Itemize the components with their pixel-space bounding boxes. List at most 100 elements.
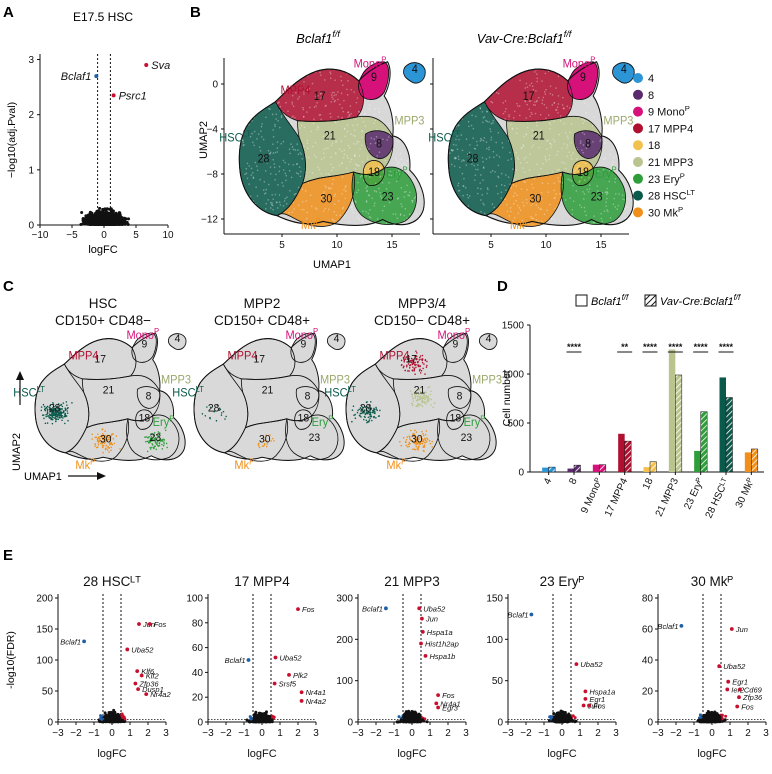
cell-dot xyxy=(548,154,551,157)
cell-dot xyxy=(350,112,352,115)
cell-dot xyxy=(481,139,483,141)
cell-dot xyxy=(396,217,399,220)
cell-dot xyxy=(325,104,327,107)
cell-dot xyxy=(479,137,482,140)
cell-dot xyxy=(421,354,424,357)
cell-dot xyxy=(634,225,637,228)
cell-dot xyxy=(320,173,323,175)
cell-dot xyxy=(426,437,428,440)
cluster-label: MPP4 xyxy=(69,350,100,362)
cell-dot xyxy=(625,59,627,62)
cell-dot xyxy=(586,188,588,191)
cell-dot xyxy=(369,216,372,219)
cell-dot xyxy=(367,410,370,413)
cell-dot xyxy=(424,391,427,393)
cell-dot xyxy=(370,137,373,139)
cell-dot xyxy=(284,172,287,175)
cell-dot xyxy=(567,137,569,140)
cell-dot xyxy=(64,422,66,425)
cell-dot xyxy=(457,124,459,127)
cell-dot xyxy=(343,127,346,130)
cell-dot xyxy=(529,57,532,60)
cell-dot xyxy=(295,91,297,94)
cell-dot xyxy=(157,434,159,437)
cell-dot xyxy=(401,164,403,167)
cell-dot xyxy=(378,151,381,154)
cluster-border-ery xyxy=(285,414,339,461)
cell-dot xyxy=(300,124,303,127)
cell-dot xyxy=(419,89,422,91)
cell-dot xyxy=(45,406,48,409)
cell-dot xyxy=(48,413,51,416)
cell-dot xyxy=(375,408,378,410)
cell-dot xyxy=(347,111,350,114)
cell-dot xyxy=(293,208,295,210)
cell-dot xyxy=(216,404,219,406)
bar-control xyxy=(542,467,549,472)
cell-dot xyxy=(319,59,321,61)
cell-dot xyxy=(456,202,459,205)
bar-category-label: 28 HSCᴸᵀ xyxy=(704,476,732,520)
cell-dot xyxy=(331,96,333,99)
cell-dot xyxy=(466,212,469,215)
cell-dot xyxy=(495,141,497,144)
cell-dot xyxy=(513,110,516,113)
cell-dot xyxy=(302,201,304,203)
cell-dot xyxy=(554,196,556,199)
cell-dot xyxy=(491,62,493,64)
highlight-gene-point xyxy=(296,607,300,612)
cell-dot xyxy=(412,448,414,451)
cell-dot xyxy=(628,148,631,151)
cell-dot xyxy=(468,125,470,128)
cell-dot xyxy=(358,218,361,221)
cell-dot xyxy=(548,158,550,160)
cell-dot xyxy=(584,210,586,213)
cell-dot xyxy=(619,107,622,110)
gene-point xyxy=(105,207,109,211)
cell-dot xyxy=(285,179,287,182)
cluster-label: MPP4 xyxy=(281,84,312,98)
highlight-gene-point xyxy=(133,681,138,686)
cell-dot xyxy=(298,96,301,98)
cell-dot xyxy=(399,62,401,64)
cell-dot xyxy=(536,121,538,124)
cell-dot xyxy=(559,181,562,183)
cell-dot xyxy=(358,140,360,143)
cell-dot xyxy=(419,392,422,394)
cell-dot xyxy=(401,108,404,110)
volcano-title: 23 Eryᴾ xyxy=(540,574,585,589)
cell-dot xyxy=(481,156,484,159)
cell-dot xyxy=(345,69,348,71)
cell-dot xyxy=(342,110,345,113)
cell-dot xyxy=(390,225,392,228)
cell-dot xyxy=(399,213,402,216)
cell-dot xyxy=(278,101,280,104)
cluster-number: 8 xyxy=(585,138,591,151)
cell-dot xyxy=(555,108,557,111)
cell-dot xyxy=(410,361,413,364)
cell-dot xyxy=(395,66,397,68)
cell-dot xyxy=(571,213,573,216)
cell-dot xyxy=(592,221,595,224)
cell-dot xyxy=(553,197,555,200)
cell-dot xyxy=(282,219,284,222)
cell-dot xyxy=(419,356,421,359)
cell-dot xyxy=(576,157,578,160)
legend-dot xyxy=(633,157,643,167)
cell-dot xyxy=(277,60,279,62)
cell-dot xyxy=(454,203,456,206)
cell-dot xyxy=(419,398,422,400)
cell-dot xyxy=(95,436,97,439)
cell-dot xyxy=(419,372,422,374)
cell-dot xyxy=(482,117,485,119)
cell-dot xyxy=(540,167,542,170)
cluster-number: 30 xyxy=(411,433,423,445)
cell-dot xyxy=(599,84,602,86)
cell-dot xyxy=(351,208,354,211)
cell-dot xyxy=(422,367,424,370)
cell-dot xyxy=(621,99,624,102)
cluster-label-sup: P xyxy=(525,217,531,226)
cell-dot xyxy=(254,130,256,133)
cell-dot xyxy=(313,154,316,157)
cell-dot xyxy=(623,180,625,182)
